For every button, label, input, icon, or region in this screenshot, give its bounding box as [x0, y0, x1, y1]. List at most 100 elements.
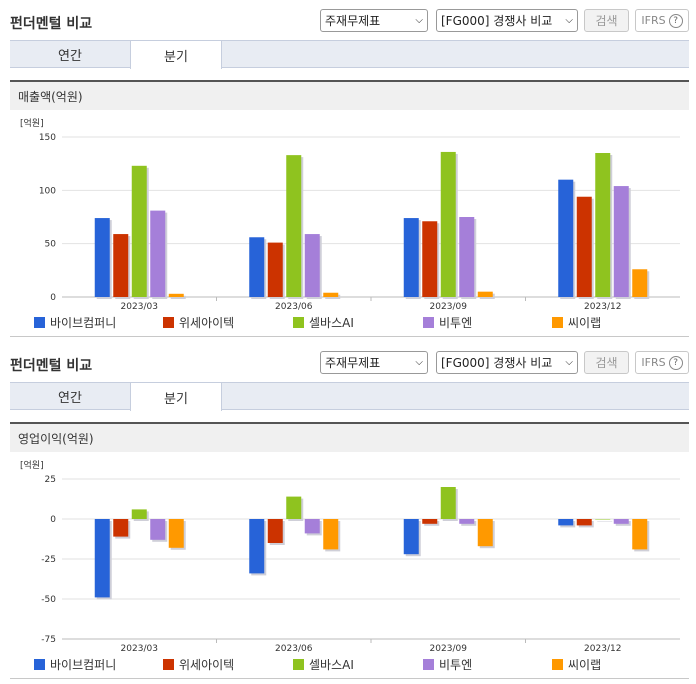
legend-item[interactable]: 씨이랩 [552, 656, 601, 673]
legend-label: 위세아이텍 [179, 316, 235, 330]
bar [267, 242, 283, 297]
peer-select-value: [FG000] 경쟁사 비교 [441, 14, 553, 28]
bar [422, 221, 438, 297]
peer-select[interactable]: [FG000] 경쟁사 비교 ⌵ [436, 351, 578, 374]
bar [94, 519, 110, 598]
search-button[interactable]: 검색 [584, 9, 629, 32]
panel-divider [10, 678, 689, 679]
ifrs-help-button[interactable]: IFRS ? [635, 9, 689, 32]
bar [459, 217, 475, 297]
y-tick-label: 150 [39, 133, 56, 143]
panel-title: 매출액(억원) [10, 80, 689, 110]
period-tabs: 연간 분기 [10, 40, 689, 69]
chart-legend: 바이브컴퍼니 위세아이텍 셀바스AI 비투엔 씨이랩 [10, 314, 689, 330]
bar [558, 179, 574, 297]
legend-swatch [423, 317, 434, 328]
bar [403, 519, 419, 555]
chevron-down-icon: ⌵ [565, 357, 573, 368]
legend-item[interactable]: 바이브컴퍼니 [34, 314, 116, 331]
legend-swatch [293, 317, 304, 328]
legend-swatch [552, 317, 563, 328]
bar [286, 155, 302, 297]
bar [323, 519, 339, 550]
legend-swatch [163, 659, 174, 670]
bar [613, 519, 629, 524]
bar [249, 519, 265, 574]
chart-legend: 바이브컴퍼니 위세아이텍 셀바스AI 비투엔 씨이랩 [10, 656, 689, 672]
y-tick-label: -75 [41, 635, 56, 645]
bar [150, 519, 166, 540]
bar [168, 293, 184, 297]
bar [94, 218, 110, 297]
statement-select[interactable]: 주재무제표 ⌵ [320, 9, 428, 32]
bar [576, 519, 592, 526]
y-tick-label: 100 [39, 186, 56, 196]
unit-label: [억원] [20, 117, 44, 129]
bar [113, 234, 129, 297]
legend-item[interactable]: 비투엔 [423, 314, 472, 331]
x-tick-label: 2023/03 [121, 302, 158, 310]
legend-item[interactable]: 셀바스AI [293, 314, 354, 331]
x-tick-label: 2023/12 [584, 644, 621, 654]
ifrs-label: IFRS [641, 356, 666, 369]
x-tick-label: 2023/06 [275, 302, 313, 310]
bar [576, 196, 592, 297]
legend-swatch [163, 317, 174, 328]
bar-shadow [170, 295, 186, 299]
legend-label: 바이브컴퍼니 [50, 316, 117, 330]
question-icon: ? [668, 13, 683, 28]
legend-item[interactable]: 비투엔 [423, 656, 472, 673]
bar [403, 218, 419, 297]
y-tick-label: 0 [50, 293, 56, 303]
period-tabs: 연간 분기 [10, 382, 689, 411]
legend-swatch [34, 659, 45, 670]
section-header: 펀더멘털 비교 주재무제표 ⌵ [FG000] 경쟁사 비교 ⌵ 검색 IFRS… [0, 342, 696, 382]
legend-item[interactable]: 위세아이텍 [163, 656, 234, 673]
bar [131, 165, 147, 297]
legend-label: 씨이랩 [568, 658, 602, 672]
legend-item[interactable]: 위세아이텍 [163, 314, 234, 331]
peer-select[interactable]: [FG000] 경쟁사 비교 ⌵ [436, 9, 578, 32]
fundamental-section-revenue: 펀더멘털 비교 주재무제표 ⌵ [FG000] 경쟁사 비교 ⌵ 검색 IFRS… [10, 9, 689, 337]
tab-quarterly[interactable]: 분기 [130, 383, 222, 411]
ifrs-help-button[interactable]: IFRS ? [635, 351, 689, 374]
bar [422, 519, 438, 524]
legend-label: 씨이랩 [568, 316, 602, 330]
legend-swatch [293, 659, 304, 670]
legend-swatch [552, 659, 563, 670]
fundamental-section-operating-income: 펀더멘털 비교 주재무제표 ⌵ [FG000] 경쟁사 비교 ⌵ 검색 IFRS… [0, 342, 696, 684]
tab-annual[interactable]: 연간 [58, 49, 82, 64]
legend-label: 셀바스AI [309, 658, 354, 672]
y-tick-label: -50 [41, 595, 56, 605]
tab-annual[interactable]: 연간 [58, 391, 82, 406]
y-tick-label: -25 [41, 555, 56, 565]
bar [304, 234, 320, 297]
bar-shadow [597, 521, 613, 522]
bar [440, 151, 456, 297]
legend-label: 위세아이텍 [179, 658, 235, 672]
bar [613, 186, 629, 297]
unit-label: [억원] [20, 459, 44, 471]
legend-label: 비투엔 [439, 658, 473, 672]
chevron-down-icon: ⌵ [565, 15, 573, 26]
ifrs-label: IFRS [641, 14, 666, 27]
x-tick-label: 2023/09 [430, 302, 468, 310]
bar [440, 487, 456, 519]
bar [558, 519, 574, 526]
legend-item[interactable]: 씨이랩 [552, 314, 601, 331]
chevron-down-icon: ⌵ [415, 15, 423, 26]
x-tick-label: 2023/03 [121, 644, 158, 654]
legend-item[interactable]: 바이브컴퍼니 [34, 656, 116, 673]
tab-quarterly[interactable]: 분기 [130, 41, 222, 69]
search-button[interactable]: 검색 [584, 351, 629, 374]
bar [477, 519, 493, 547]
y-tick-label: 50 [45, 240, 57, 250]
bar [477, 291, 493, 297]
y-tick-label: 0 [50, 515, 56, 525]
bar [286, 496, 302, 519]
legend-item[interactable]: 셀바스AI [293, 656, 354, 673]
statement-select-value: 주재무제표 [325, 14, 381, 28]
panel-title: 영업이익(억원) [10, 422, 689, 452]
operating-income-chart: [억원] -75 -50 -25 0 25 2023/03 2023/06 2023/09 202… [20, 459, 680, 654]
statement-select[interactable]: 주재무제표 ⌵ [320, 351, 428, 374]
